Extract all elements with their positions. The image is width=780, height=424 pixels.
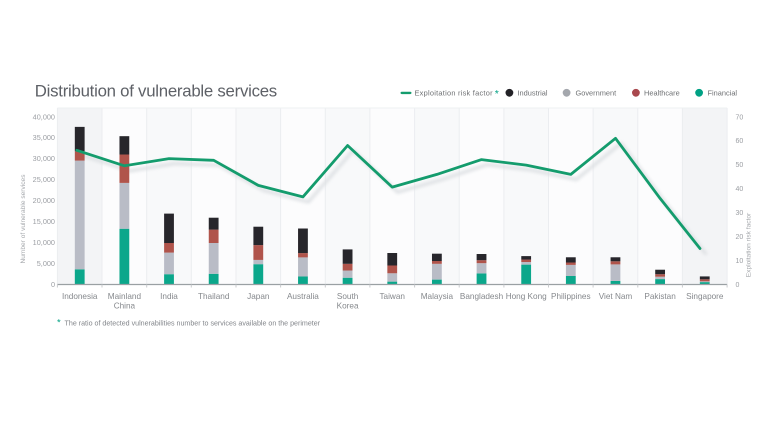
svg-text:Australia: Australia (287, 292, 319, 301)
svg-text:30: 30 (736, 210, 744, 217)
svg-text:15,000: 15,000 (33, 217, 55, 226)
svg-text:Singapore: Singapore (686, 292, 724, 301)
svg-text:Healthcare: Healthcare (644, 89, 680, 98)
svg-text:Industrial: Industrial (518, 89, 548, 98)
svg-text:Taiwan: Taiwan (379, 292, 405, 301)
svg-text:0: 0 (51, 280, 55, 289)
svg-text:Viet Nam: Viet Nam (599, 292, 633, 301)
svg-text:Bangladesh: Bangladesh (460, 292, 504, 301)
svg-text:Exploitation risk factor: Exploitation risk factor (746, 212, 753, 277)
svg-text:Korea: Korea (337, 302, 359, 311)
svg-text:Financial: Financial (708, 89, 738, 98)
svg-text:Hong Kong: Hong Kong (506, 292, 547, 301)
svg-text:South: South (337, 292, 359, 301)
svg-text:*: * (495, 88, 499, 100)
svg-text:Japan: Japan (247, 292, 270, 301)
svg-text:30,000: 30,000 (33, 154, 55, 163)
svg-text:35,000: 35,000 (33, 133, 55, 142)
svg-text:20,000: 20,000 (33, 196, 55, 205)
svg-text:0: 0 (736, 282, 740, 289)
svg-text:50: 50 (736, 162, 744, 169)
svg-text:China: China (114, 302, 136, 311)
svg-text:5,000: 5,000 (37, 259, 55, 268)
svg-text:Philippines: Philippines (551, 292, 591, 301)
svg-text:10: 10 (736, 258, 744, 265)
svg-text:40: 40 (736, 186, 744, 193)
svg-text:Thailand: Thailand (198, 292, 230, 301)
svg-text:Indonesia: Indonesia (62, 292, 98, 301)
svg-text:India: India (160, 292, 178, 301)
svg-text:70: 70 (736, 114, 744, 121)
svg-text:20: 20 (736, 234, 744, 241)
svg-text:Mainland: Mainland (108, 292, 142, 301)
svg-text:60: 60 (736, 138, 744, 145)
svg-text:Malaysia: Malaysia (421, 292, 454, 301)
svg-text:* The ratio of detected vulner: * The ratio of detected vulnerabilities … (57, 318, 321, 329)
svg-text:Distribution of vulnerable ser: Distribution of vulnerable services (35, 82, 277, 101)
svg-text:Exploitation risk factor: Exploitation risk factor (415, 89, 494, 98)
svg-text:10,000: 10,000 (33, 238, 55, 247)
svg-text:40,000: 40,000 (33, 112, 55, 121)
svg-text:25,000: 25,000 (33, 175, 55, 184)
svg-text:Pakistan: Pakistan (644, 292, 676, 301)
svg-text:Number of vulnerable services: Number of vulnerable services (20, 174, 27, 264)
svg-text:Government: Government (576, 89, 617, 98)
